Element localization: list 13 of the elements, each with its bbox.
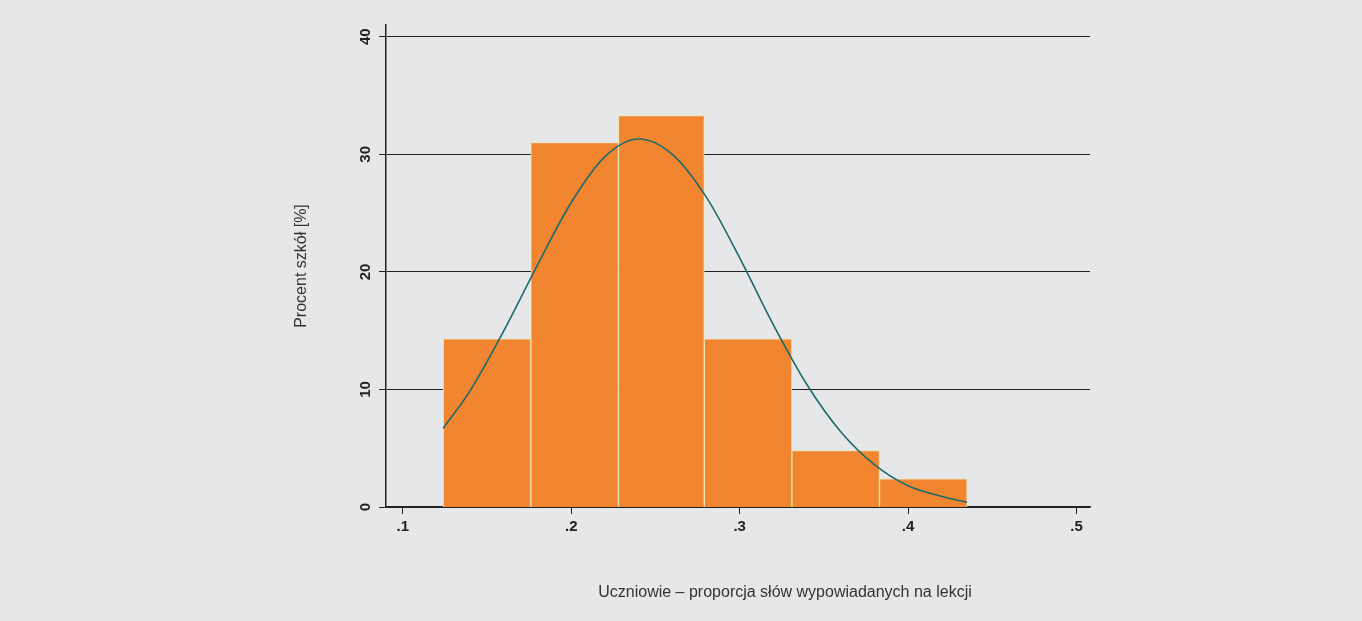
x-tick-label: .3 [733, 517, 746, 535]
x-tick-label: .5 [1070, 517, 1083, 535]
x-axis-title: Uczniowie – proporcja słów wypowiadanych na lekcji [598, 583, 972, 601]
y-axis-title: Procent szkół [%] [292, 204, 310, 328]
line-series [442, 138, 968, 504]
y-tick-label: 0 [356, 502, 374, 512]
y-tick-label: 40 [356, 28, 374, 46]
x-tick-label: .4 [901, 517, 916, 535]
y-tick-label: 20 [356, 263, 374, 281]
x-tick-label: .1 [396, 517, 410, 535]
y-tick-label: 10 [356, 381, 374, 398]
x-tick-label: .2 [565, 517, 578, 535]
y-tick-label: 30 [356, 145, 374, 163]
